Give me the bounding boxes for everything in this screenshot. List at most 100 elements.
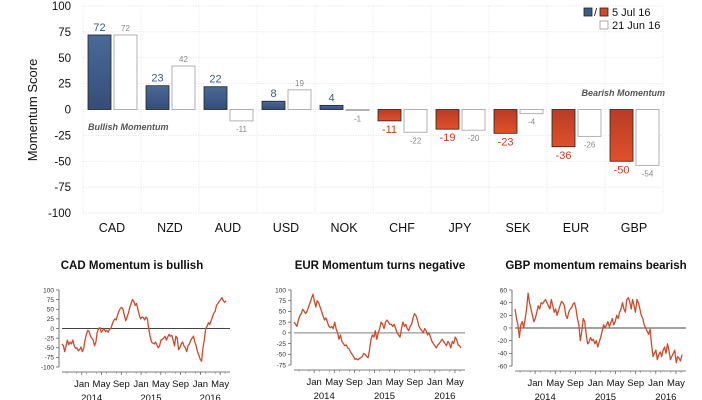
bar-current-eur — [551, 109, 576, 148]
bar-value-label-previous: -11 — [236, 125, 248, 134]
bar-value-label-current: 8 — [270, 88, 276, 100]
y-tick-label: 25 — [279, 319, 287, 326]
x-tick-label: GBP — [621, 221, 647, 235]
bar-previous-nok — [345, 109, 370, 111]
y-tick-label: -50 — [54, 156, 71, 168]
y-tick-label: 50 — [47, 307, 55, 314]
x-tick-label: USD — [273, 221, 299, 235]
small-chart-title: CAD Momentum is bullish — [61, 260, 203, 272]
x-tick-label: May — [211, 379, 229, 390]
bar-value-label-current: 23 — [151, 73, 163, 85]
grid — [82, 5, 664, 214]
y-axis-label: Momentum Score — [25, 59, 40, 162]
y-tick-label: 20 — [500, 313, 508, 320]
x-tick-label: Jan — [133, 379, 148, 390]
x-tick-label: May — [546, 378, 564, 389]
bar-previous-chf — [403, 109, 428, 133]
y-axis-ticks: 100 75 50 25 0 -25 -50 -75 -100 — [48, 1, 71, 220]
legend-label-current: 5 Jul 16 — [612, 7, 651, 19]
bar-previous-sek — [519, 109, 544, 115]
year-label: 2014 — [535, 392, 556, 400]
small-chart-title: GBP momentum remains bearish — [505, 260, 686, 272]
y-tick-label: 0 — [282, 330, 286, 337]
bearish-annotation: Bearish Momentum — [581, 88, 665, 98]
bar-value-label-current: 4 — [328, 92, 334, 104]
y-tick-label: -100 — [41, 364, 54, 371]
bar-current-jpy — [435, 109, 460, 130]
y-tick-label: -20 — [498, 338, 508, 345]
bar-value-label-current: -11 — [382, 124, 397, 136]
y-tick-label: 75 — [279, 298, 287, 305]
legend-swatch-previous — [599, 20, 609, 30]
bar-value-label-previous: -20 — [468, 134, 480, 143]
year-label: 2016 — [655, 392, 676, 400]
bar-value-label-previous: 42 — [179, 55, 188, 64]
small-chart-title: EUR Momentum turns negative — [295, 260, 466, 272]
y-tick-label: -25 — [45, 335, 55, 342]
bar-previous-cad — [113, 34, 138, 110]
bar-previous-aud — [229, 109, 254, 122]
bar-value-label-previous: -54 — [642, 169, 654, 178]
x-tick-label: May — [607, 378, 625, 389]
y-tick-label: 0 — [50, 326, 54, 333]
x-tick-label: NOK — [330, 221, 358, 235]
x-tick-label: JPY — [449, 221, 473, 235]
y-tick-label: 0 — [503, 325, 507, 332]
bars: 72 72 23 42 22 -11 8 19 4 -1 -11 -22 -19 -20 -23 -4 -36 -… — [87, 22, 660, 178]
bar-current-nzd — [145, 85, 170, 110]
x-tick-label: May — [152, 379, 170, 390]
x-tick-label: May — [325, 377, 343, 388]
momentum-bar-chart: 100 75 50 25 0 -25 -50 -75 -100 Momentum Score 7… — [25, 1, 665, 235]
y-tick-label: 25 — [47, 316, 55, 323]
legend: / 5 Jul 16 21 Jun 16 — [583, 7, 660, 32]
y-tick-label: -60 — [498, 363, 508, 370]
year-label: 2014 — [81, 393, 102, 400]
cad-momentum-chart: CAD Momentum is bullish 100 75 50 25 0 -25 -50 -… — [41, 260, 230, 400]
momentum-line — [514, 292, 683, 364]
bar-current-nok — [319, 104, 344, 110]
momentum-line — [61, 297, 227, 362]
y-tick-label: -50 — [277, 352, 287, 359]
bar-previous-jpy — [461, 109, 486, 131]
bar-previous-eur — [577, 109, 602, 137]
x-tick-label: Sep — [627, 378, 644, 389]
bar-current-chf — [377, 109, 402, 122]
bar-current-gbp — [609, 109, 634, 162]
x-tick-label: Sep — [567, 378, 584, 389]
x-tick-label: Jan — [427, 377, 442, 388]
year-label: 2014 — [314, 391, 335, 400]
x-tick-label: Jan — [306, 377, 321, 388]
bar-value-label-current: -36 — [556, 150, 572, 162]
y-tick-label: -25 — [54, 130, 71, 142]
y-tick-label: -100 — [48, 208, 71, 220]
y-tick-label: 75 — [58, 27, 71, 39]
y-tick-label: 50 — [279, 309, 287, 316]
x-tick-label: AUD — [215, 221, 241, 235]
bar-value-label-previous: -26 — [584, 140, 596, 149]
y-tick-label: 60 — [500, 287, 508, 294]
y-tick-label: -25 — [277, 341, 287, 348]
bar-current-usd — [261, 100, 286, 110]
bar-current-cad — [87, 34, 112, 110]
x-tick-label: CHF — [389, 221, 415, 235]
y-tick-label: 50 — [58, 53, 71, 65]
legend-label-previous: 21 Jun 16 — [612, 20, 660, 32]
x-tick-label: EUR — [563, 221, 589, 235]
y-tick-label: -75 — [54, 182, 71, 194]
y-tick-label: 100 — [275, 287, 286, 294]
year-label: 2016 — [200, 393, 221, 400]
x-tick-label: Jan — [588, 378, 603, 389]
x-tick-label: Sep — [113, 379, 130, 390]
bar-value-label-previous: 19 — [295, 79, 304, 88]
y-tick-label: -75 — [45, 355, 55, 362]
bar-previous-nzd — [171, 65, 196, 110]
legend-swatch-negative — [599, 7, 609, 17]
x-tick-label: Jan — [193, 379, 208, 390]
y-tick-label: 100 — [43, 287, 54, 294]
x-tick-label: May — [386, 377, 404, 388]
bar-value-label-current: -23 — [498, 136, 514, 148]
x-tick-label: May — [93, 379, 111, 390]
y-tick-label: 100 — [52, 1, 71, 13]
bar-previous-gbp — [635, 109, 660, 166]
bar-previous-usd — [287, 89, 312, 110]
